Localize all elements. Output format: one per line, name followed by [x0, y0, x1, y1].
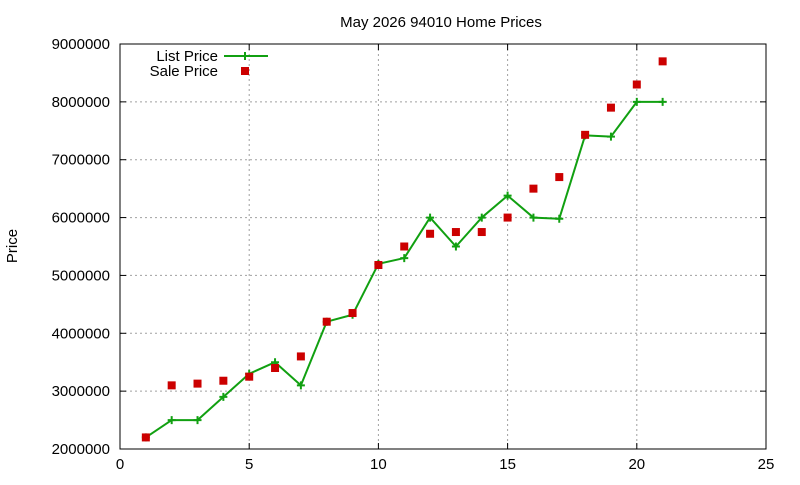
- list-price-point: [193, 416, 202, 425]
- sale-price-point: [658, 57, 667, 66]
- list-price-point: [219, 392, 228, 401]
- sale-price-point: [374, 261, 383, 270]
- list-price-point: [451, 242, 460, 251]
- chart-title: May 2026 94010 Home Prices: [340, 14, 542, 31]
- sale-price-point: [167, 381, 176, 390]
- sale-price-point: [219, 376, 228, 385]
- sale-price-point: [322, 317, 331, 326]
- sale-price-point: [348, 309, 357, 318]
- x-tick-label: 20: [628, 456, 645, 473]
- x-tick-label: 15: [499, 456, 516, 473]
- legend-swatch-list-price-marker: [241, 52, 249, 60]
- list-price-point: [477, 213, 486, 222]
- sale-price-point: [555, 173, 564, 182]
- list-price-point: [606, 132, 615, 141]
- list-price-point: [658, 97, 667, 106]
- y-tick-label: 8000000: [52, 94, 110, 111]
- list-price-point: [400, 254, 409, 263]
- series: [141, 57, 667, 442]
- y-tick-label: 5000000: [52, 267, 110, 284]
- list-price-point: [296, 381, 305, 390]
- list-price-point: [632, 97, 641, 106]
- list-price-point: [426, 213, 435, 222]
- sale-price-point: [400, 242, 409, 251]
- series-sale-price: [141, 57, 667, 442]
- sale-price-point: [296, 352, 305, 361]
- list-price-point: [167, 416, 176, 425]
- sale-price-point: [606, 103, 615, 112]
- legend: List Price Sale Price: [150, 48, 268, 80]
- sale-price-point: [193, 379, 202, 388]
- sale-price-point: [426, 229, 435, 238]
- x-tick-label: 0: [116, 456, 124, 473]
- list-price-point: [503, 191, 512, 200]
- x-tick-label: 25: [758, 456, 775, 473]
- series-list-price: [141, 97, 667, 442]
- y-tick-label: 3000000: [52, 383, 110, 400]
- legend-label-sale-price: Sale Price: [150, 63, 218, 80]
- plot-area-frame: [119, 43, 767, 450]
- sale-price-point: [632, 80, 641, 89]
- x-tick-label: 10: [370, 456, 387, 473]
- x-tick-label: 5: [245, 456, 253, 473]
- series-line-list-price: [145, 100, 663, 439]
- y-tick-label: 7000000: [52, 152, 110, 169]
- y-tick-label: 9000000: [52, 36, 110, 53]
- sale-price-point: [245, 372, 254, 381]
- sale-price-point: [451, 228, 460, 237]
- axis-tick-labels: 0 5 10 15 20 25 2000000 3000000 4000000 5000000 60…: [52, 36, 775, 473]
- axis-ticks: [119, 43, 767, 450]
- sale-price-point: [271, 364, 280, 372]
- y-tick-label: 6000000: [52, 210, 110, 227]
- y-tick-label: 2000000: [52, 441, 110, 458]
- list-price-point: [529, 213, 538, 222]
- y-axis-label: Price: [4, 229, 21, 263]
- sale-price-point: [477, 228, 486, 237]
- y-tick-label: 4000000: [52, 325, 110, 342]
- list-price-point: [555, 214, 564, 223]
- legend-swatch-sale-price-marker: [241, 67, 249, 75]
- legend-label-list-price: List Price: [156, 48, 218, 65]
- sale-price-point: [581, 130, 590, 139]
- sale-price-point: [503, 213, 512, 222]
- grid: [120, 44, 766, 449]
- sale-price-point: [141, 433, 150, 442]
- sale-price-point: [529, 184, 538, 193]
